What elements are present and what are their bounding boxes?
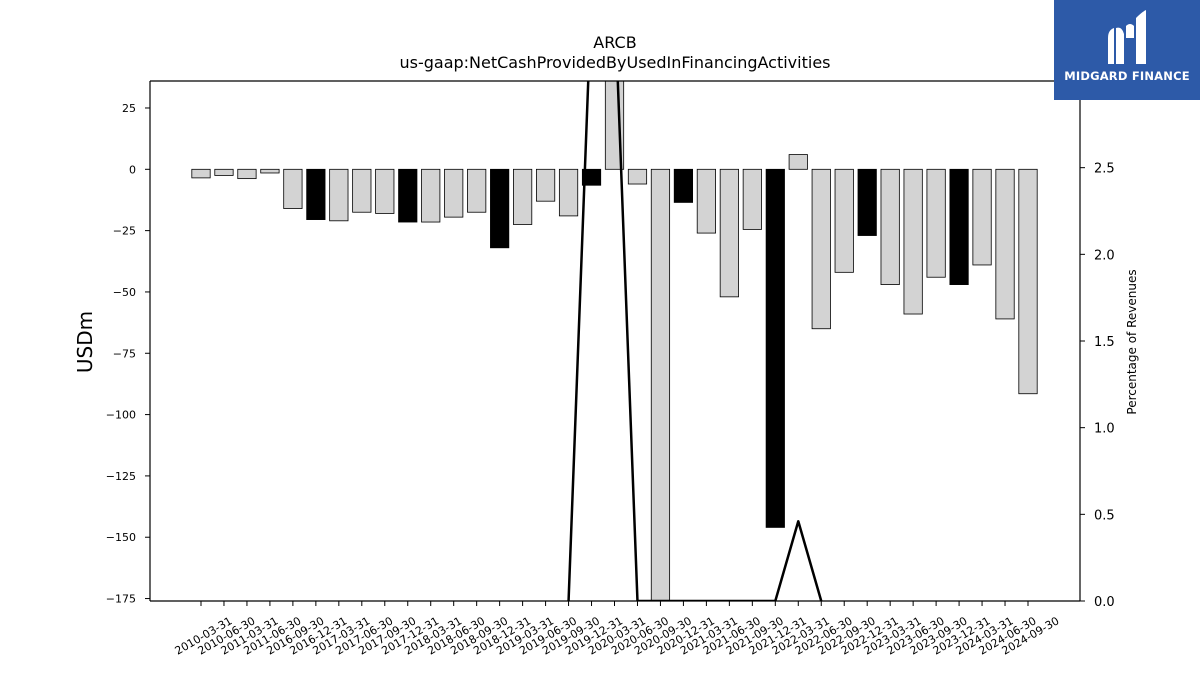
- bar: [214, 168, 234, 176]
- y-tick-label: −150: [106, 531, 136, 544]
- y2-tick-label: 1.0: [1094, 422, 1115, 437]
- bar: [191, 168, 211, 179]
- y2-tick-label: 1.5: [1094, 335, 1115, 350]
- bar: [535, 168, 556, 202]
- bar: [811, 168, 831, 330]
- bar: [467, 168, 487, 213]
- bar: [719, 168, 739, 298]
- bar: [949, 168, 969, 285]
- bar: [513, 168, 533, 225]
- y-tick-label: −125: [106, 470, 136, 483]
- bar: [375, 168, 395, 214]
- y-tick-label: 25: [122, 102, 136, 115]
- y-tick-label: 0: [129, 163, 136, 176]
- y-tick-label: −75: [113, 347, 136, 360]
- chart-title: ARCB: [593, 33, 636, 52]
- bar: [995, 168, 1015, 320]
- y-tick-label: −50: [113, 286, 136, 299]
- bar: [558, 168, 579, 217]
- chart-subtitle: us-gaap:NetCashProvidedByUsedInFinancing…: [399, 53, 830, 72]
- bar: [880, 168, 900, 285]
- y2-tick-label: 2.0: [1094, 248, 1115, 263]
- bar: [306, 168, 326, 220]
- y-tick-label: −25: [113, 225, 136, 238]
- bar: [972, 168, 992, 266]
- bar: [834, 168, 854, 273]
- bar: [765, 168, 785, 528]
- bar: [673, 168, 694, 203]
- y-tick-label: −175: [106, 593, 136, 606]
- bar: [627, 168, 648, 185]
- brand-logo: MIDGARD FINANCE: [1054, 0, 1200, 100]
- brand-name: MIDGARD FINANCE: [1064, 69, 1190, 83]
- bar: [283, 168, 303, 209]
- bar: [1018, 168, 1038, 395]
- percentage-line-layer: [567, 81, 823, 601]
- bar: [788, 154, 808, 170]
- bar: [650, 168, 671, 601]
- bar: [444, 168, 464, 218]
- bar: [398, 168, 418, 223]
- y-tick-label: −100: [106, 409, 136, 422]
- bar: [490, 168, 510, 249]
- bar: [581, 168, 602, 186]
- bar: [352, 168, 372, 213]
- percentage-line: [567, 81, 823, 601]
- bar: [260, 168, 280, 174]
- bar: [329, 168, 349, 222]
- bar: [237, 168, 257, 180]
- bar: [696, 168, 716, 234]
- bar: [857, 168, 877, 236]
- y-axis-label: USDm: [73, 311, 97, 373]
- axes-layer: 25 0 −25 −50 −75 −100 −125 −150 −175 2.5 2.0 1.5 1.0…: [106, 80, 1115, 658]
- y2-tick-label: 0.0: [1094, 595, 1115, 610]
- y2-tick-label: 0.5: [1094, 508, 1115, 523]
- bars-layer: [191, 81, 1038, 601]
- bar: [742, 168, 762, 230]
- y2-axis-label: Percentage of Revenues: [1125, 269, 1139, 414]
- bar: [903, 168, 923, 315]
- midgard-logo-icon: [1108, 10, 1146, 65]
- bar: [926, 168, 946, 278]
- y2-tick-label: 2.5: [1094, 162, 1115, 177]
- bar: [421, 168, 441, 223]
